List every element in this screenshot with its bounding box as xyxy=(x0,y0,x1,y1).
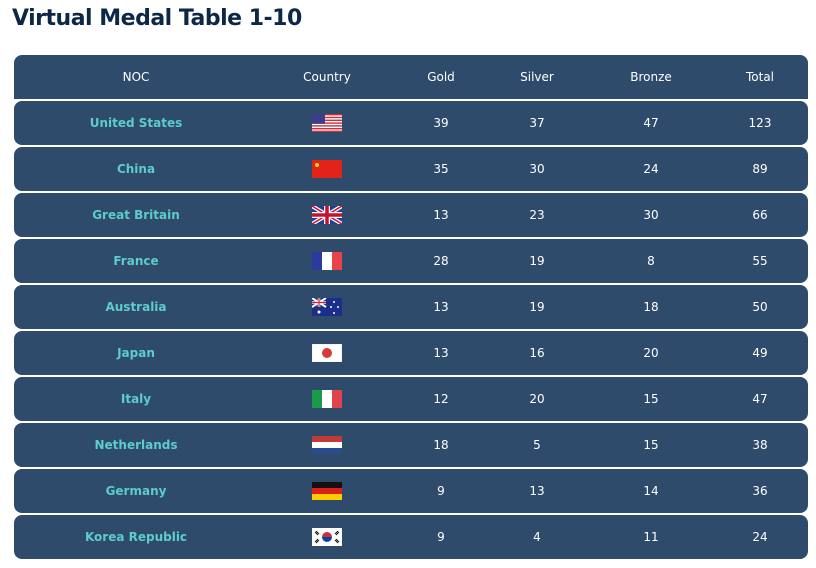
table-row: Australia 13 19 18 50 xyxy=(14,285,808,329)
table-row: Italy 12 20 15 47 xyxy=(14,377,808,421)
country-name: Netherlands xyxy=(94,438,178,452)
medal-count: 50 xyxy=(752,300,768,314)
medal-count: 11 xyxy=(643,530,659,544)
column-header: Bronze xyxy=(630,70,672,84)
table-row: Netherlands 18 5 15 38 xyxy=(14,423,808,467)
medal-count: 19 xyxy=(529,254,545,268)
medal-count: 9 xyxy=(437,530,445,544)
medal-count: 66 xyxy=(752,208,768,222)
flag xyxy=(312,482,342,500)
medal-count: 28 xyxy=(433,254,449,268)
medal-count: 23 xyxy=(529,208,545,222)
flag xyxy=(312,298,342,316)
medal-count: 36 xyxy=(752,484,768,498)
column-header: Country xyxy=(303,70,351,84)
flag xyxy=(312,344,342,362)
medal-count: 13 xyxy=(529,484,545,498)
medal-count: 9 xyxy=(437,484,445,498)
header-row: NOC Country Gold Silver Bronze Total xyxy=(14,55,808,101)
medal-count: 24 xyxy=(752,530,768,544)
medal-count: 13 xyxy=(433,300,449,314)
medal-count: 18 xyxy=(433,438,449,452)
flag xyxy=(312,206,342,224)
flag xyxy=(312,160,342,178)
medal-count: 89 xyxy=(752,162,768,176)
country-name: Korea Republic xyxy=(84,530,188,544)
medal-count: 35 xyxy=(433,162,449,176)
medal-count: 15 xyxy=(643,438,659,452)
medal-count: 4 xyxy=(533,530,541,544)
table-row: Korea Republic 9 4 11 24 xyxy=(14,515,808,559)
medal-count: 49 xyxy=(752,346,768,360)
column-header: Total xyxy=(745,70,775,84)
medal-count: 5 xyxy=(533,438,541,452)
medal-count: 39 xyxy=(433,116,449,130)
medal-count: 47 xyxy=(643,116,659,130)
medal-count: 30 xyxy=(529,162,545,176)
country-name: Great Britain xyxy=(92,208,180,222)
medal-count: 20 xyxy=(529,392,545,406)
medal-count: 18 xyxy=(643,300,659,314)
table-row: France 28 19 8 55 xyxy=(14,239,808,283)
table-row: Japan 13 16 20 49 xyxy=(14,331,808,375)
flag xyxy=(312,252,342,270)
flag xyxy=(312,436,342,454)
country-name: Australia xyxy=(105,300,167,314)
medal-count: 47 xyxy=(752,392,768,406)
medal-count: 8 xyxy=(647,254,655,268)
table-row: Germany 9 13 14 36 xyxy=(14,469,808,513)
country-name: France xyxy=(113,254,159,268)
medal-count: 14 xyxy=(643,484,659,498)
medal-count: 24 xyxy=(643,162,659,176)
medal-count: 16 xyxy=(529,346,545,360)
country-name: United States xyxy=(89,116,183,130)
flag xyxy=(312,528,342,546)
medal-count: 20 xyxy=(643,346,659,360)
column-header: Silver xyxy=(520,70,554,84)
medal-count: 37 xyxy=(529,116,545,130)
medal-count: 13 xyxy=(433,208,449,222)
medal-count: 55 xyxy=(752,254,768,268)
medal-count: 38 xyxy=(752,438,768,452)
medal-count: 13 xyxy=(433,346,449,360)
table-row: Great Britain 13 23 30 66 xyxy=(14,193,808,237)
country-name: Italy xyxy=(120,392,152,406)
medal-count: 30 xyxy=(643,208,659,222)
table-row: United States 39 37 47 123 xyxy=(14,101,808,145)
title: Virtual Medal Table 1-10 xyxy=(12,6,302,31)
country-name: Germany xyxy=(105,484,167,498)
table-row: China 35 30 24 89 xyxy=(14,147,808,191)
column-header: NOC xyxy=(122,70,150,84)
medal-count: 123 xyxy=(748,116,772,130)
flag xyxy=(312,390,342,408)
column-header: Gold xyxy=(427,70,455,84)
medal-count: 19 xyxy=(529,300,545,314)
country-name: China xyxy=(116,162,156,176)
medal-count: 15 xyxy=(643,392,659,406)
flag xyxy=(312,114,342,132)
medal-count: 12 xyxy=(433,392,449,406)
country-name: Japan xyxy=(117,346,155,360)
